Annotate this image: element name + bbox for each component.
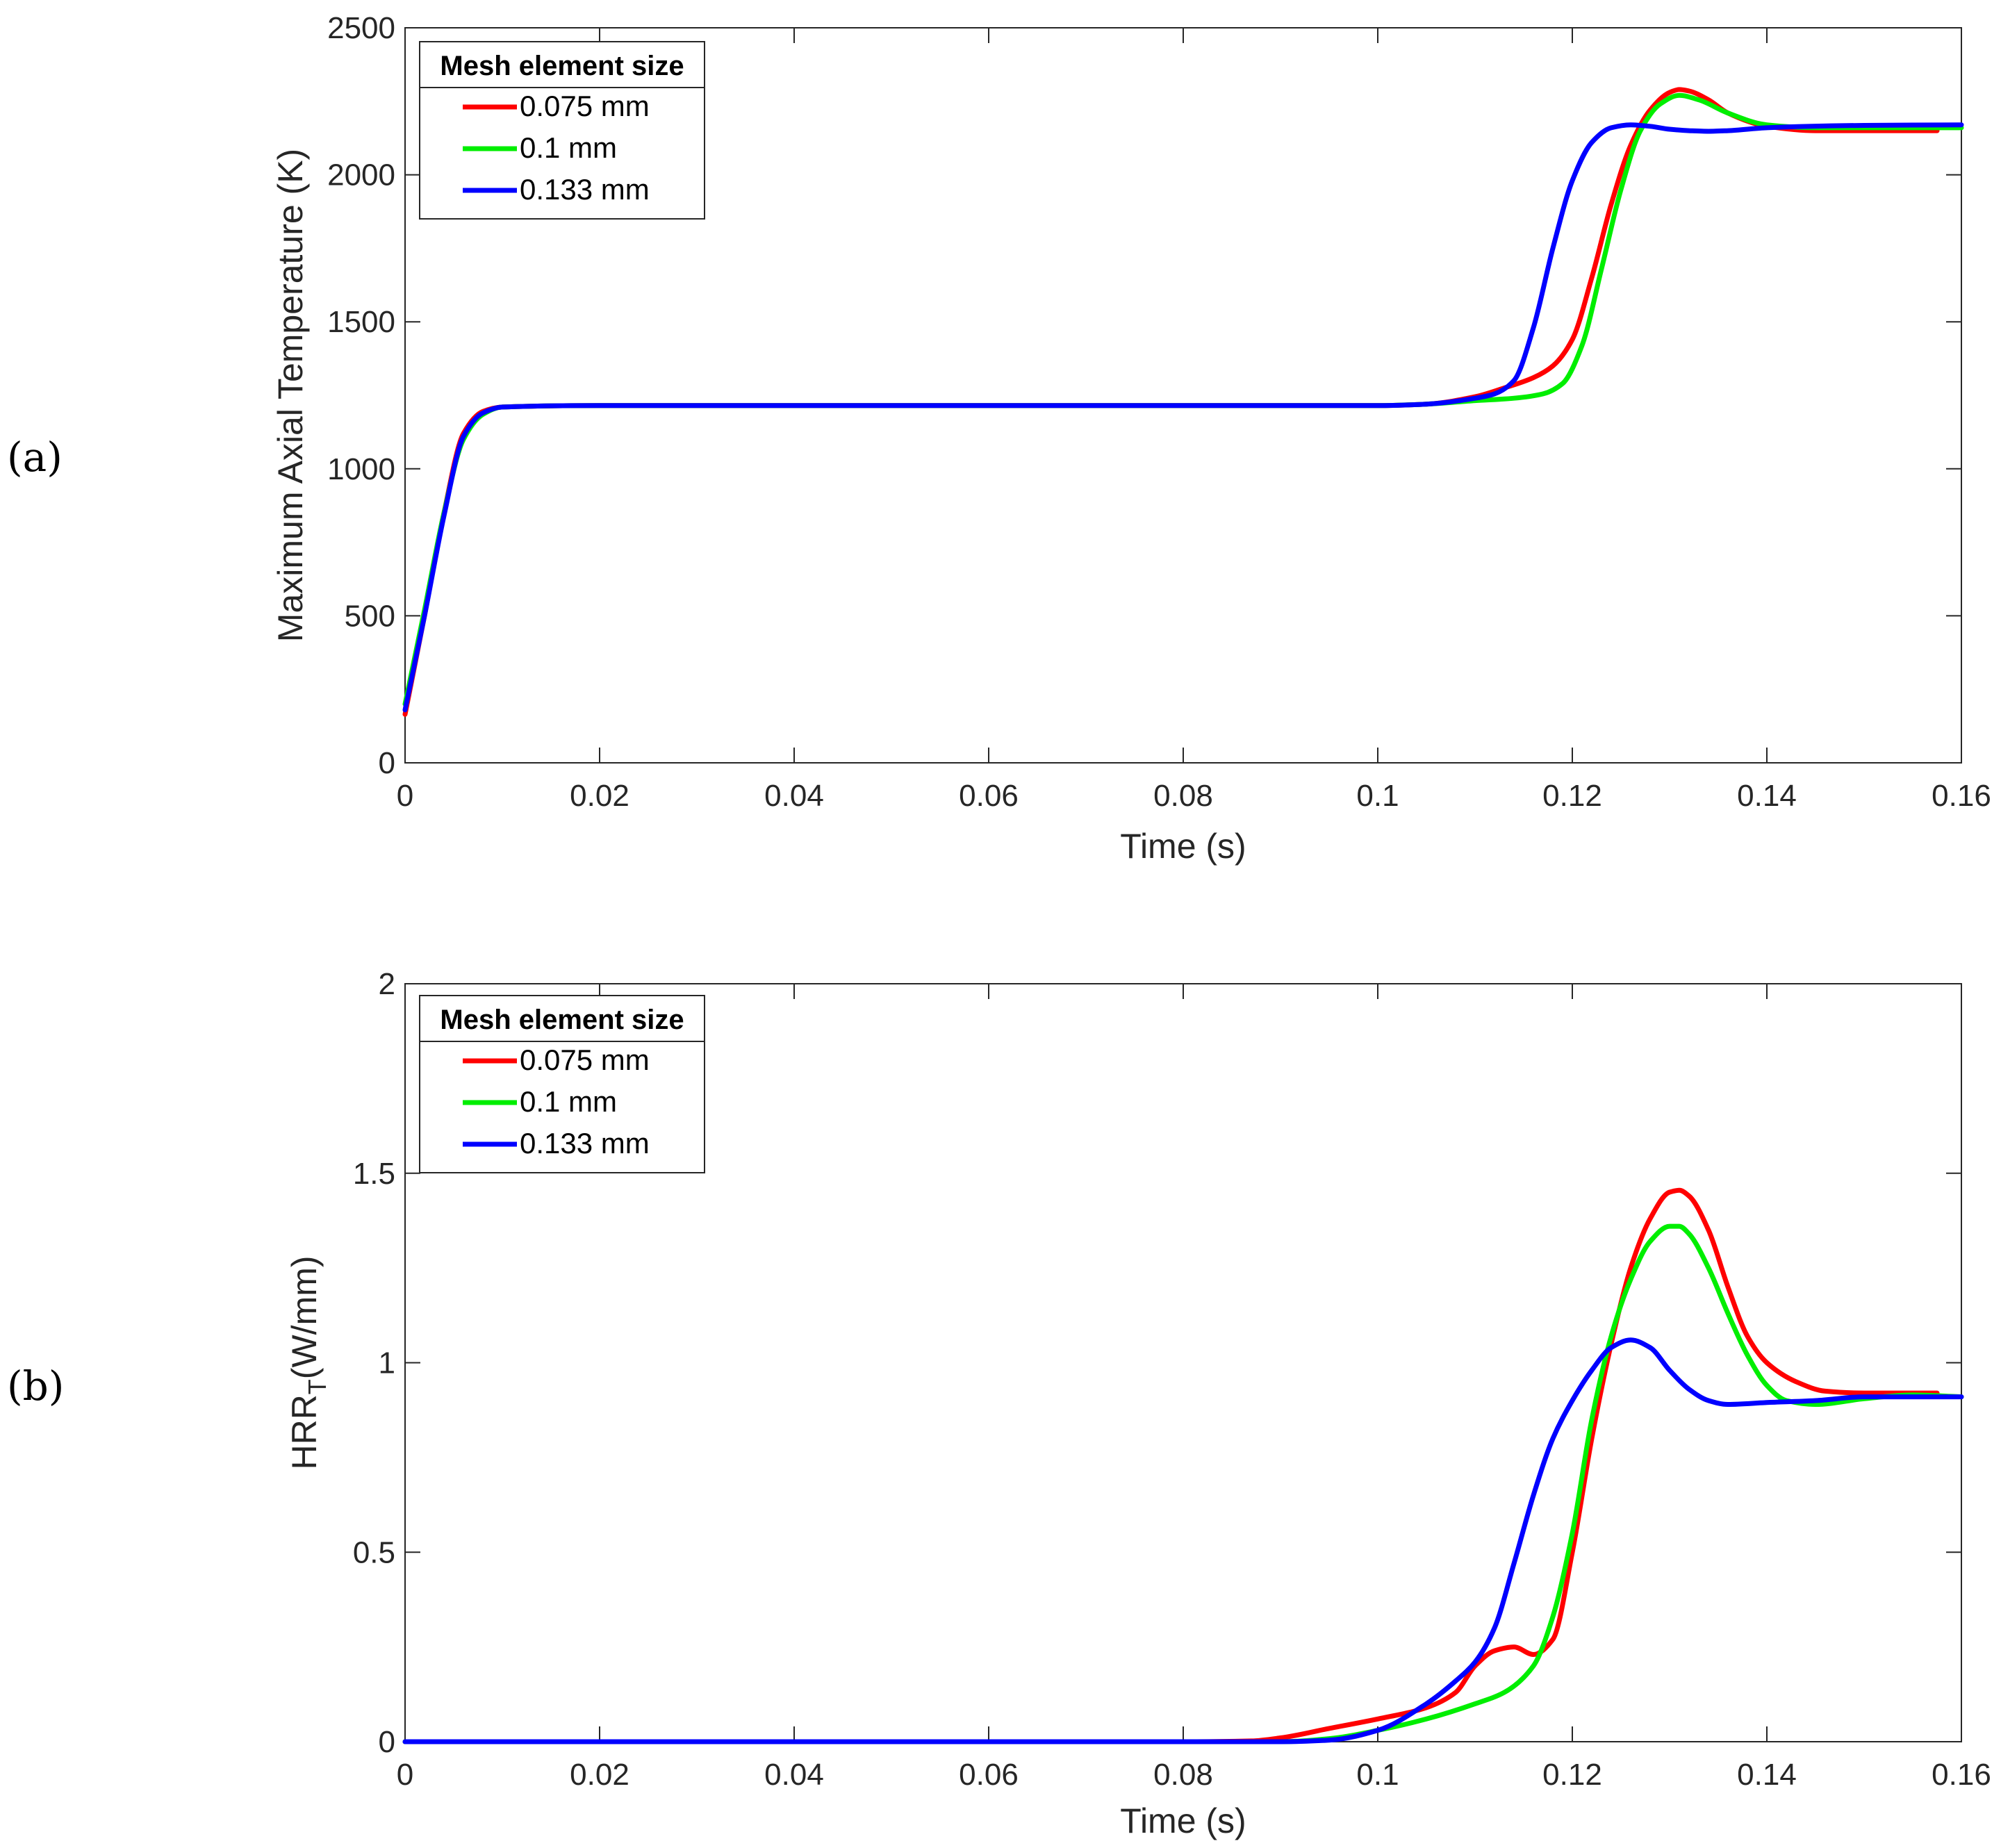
chart-b-y-label-subscript: T [303, 1379, 331, 1394]
chart-a-y-axis: 0 500 1000 1500 2000 2500 [327, 11, 1961, 780]
chart-b-legend: Mesh element size 0.075 mm 0.1 mm 0.133 … [419, 995, 705, 1173]
chart-b-legend-label-01: 0.1 mm [520, 1085, 617, 1118]
series-line-0133mm [402, 1337, 1964, 1744]
chart-b-legend-label-0075: 0.075 mm [520, 1043, 650, 1076]
y-tick-label: 2000 [327, 158, 395, 192]
x-tick-label: 0.06 [959, 779, 1019, 813]
chart-a-legend-label-01: 0.1 mm [520, 131, 617, 164]
x-tick-label: 0.16 [1932, 779, 1991, 813]
chart-b-hrr: 0 0.5 1 1.5 2 0 0.02 0.04 0.06 0.08 0.1 0.12 0.14 0.… [285, 967, 1991, 1840]
chart-a-legend: Mesh element size 0.075 mm 0.1 mm 0.133 … [419, 41, 705, 220]
x-tick-label: 0.04 [764, 779, 824, 813]
panel-label-b: (b) [7, 1362, 64, 1410]
chart-a-legend-box [419, 41, 705, 220]
y-tick-label: 0 [379, 746, 395, 780]
y-tick-label: 0.5 [353, 1535, 395, 1569]
chart-a-series [402, 87, 1964, 717]
x-tick-label: 0.02 [570, 779, 629, 813]
y-tick-label: 1500 [327, 305, 395, 339]
chart-b-legend-label-0133: 0.133 mm [520, 1127, 650, 1160]
y-tick-label: 2500 [327, 11, 395, 45]
y-tick-label: 1 [379, 1346, 395, 1380]
x-tick-label: 0.12 [1542, 779, 1602, 813]
y-tick-label: 1000 [327, 452, 395, 486]
y-tick-label: 2 [379, 967, 395, 1001]
chart-b-y-label-main: HRR [285, 1394, 324, 1469]
chart-b-series [402, 1187, 1964, 1744]
x-tick-label: 0 [397, 1758, 413, 1792]
x-tick-label: 0 [397, 779, 413, 813]
x-tick-label: 0.06 [959, 1758, 1019, 1792]
chart-a-legend-label-0075: 0.075 mm [520, 90, 650, 122]
chart-a-legend-title: Mesh element size [440, 51, 684, 81]
x-tick-label: 0.1 [1356, 1758, 1399, 1792]
x-tick-label: 0.1 [1356, 779, 1399, 813]
x-tick-label: 0.14 [1737, 779, 1797, 813]
x-tick-label: 0.14 [1737, 1758, 1797, 1792]
chart-b-x-label: Time (s) [1120, 1801, 1246, 1840]
x-tick-label: 0.16 [1932, 1758, 1991, 1792]
y-tick-label: 1.5 [353, 1157, 395, 1191]
chart-b-y-axis: 0 0.5 1 1.5 2 [353, 967, 1961, 1759]
series-line-0133mm [402, 122, 1964, 713]
series-line-01mm [402, 1223, 1964, 1744]
y-tick-label: 0 [379, 1725, 395, 1759]
chart-a-y-label: Maximum Axial Temperature (K) [271, 149, 310, 642]
x-tick-label: 0.04 [764, 1758, 824, 1792]
chart-b-x-axis: 0 0.02 0.04 0.06 0.08 0.1 0.12 0.14 0.16 [397, 984, 1991, 1792]
chart-a-legend-label-0133: 0.133 mm [520, 173, 650, 206]
chart-a-x-label: Time (s) [1120, 827, 1246, 866]
x-tick-label: 0.02 [570, 1758, 629, 1792]
chart-b-y-label: HRRT(W/mm) [285, 1255, 331, 1469]
series-line-0075mm [402, 1187, 1940, 1744]
chart-b-y-label-units: (W/mm) [285, 1255, 324, 1379]
panel-label-a: (a) [7, 434, 63, 481]
x-tick-label: 0.12 [1542, 1758, 1602, 1792]
x-tick-label: 0.08 [1153, 1758, 1213, 1792]
chart-a-temperature: 0 500 1000 1500 2000 2500 0 0.02 0.04 0.06 0.08 0.… [271, 11, 1991, 866]
chart-a-x-axis: 0 0.02 0.04 0.06 0.08 0.1 0.12 0.14 0.16 [397, 28, 1991, 813]
x-tick-label: 0.08 [1153, 779, 1213, 813]
y-tick-label: 500 [345, 599, 395, 633]
chart-b-legend-title: Mesh element size [440, 1005, 684, 1035]
